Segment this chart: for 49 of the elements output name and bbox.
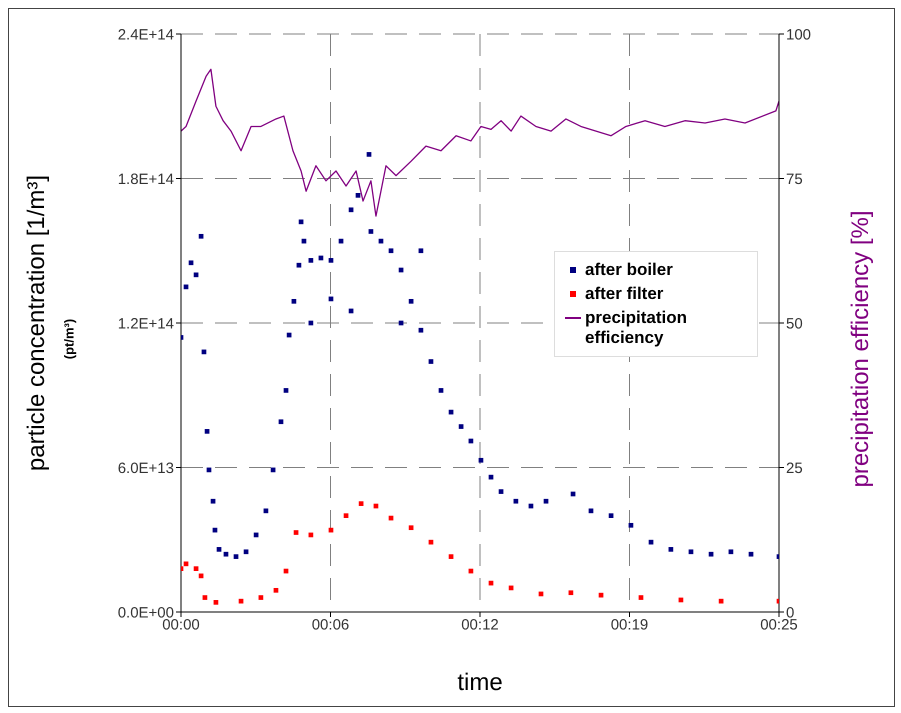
point xyxy=(408,525,414,530)
point xyxy=(638,595,644,600)
x-tick-label: 00:19 xyxy=(610,616,648,634)
point xyxy=(358,501,364,506)
point xyxy=(508,586,514,590)
x-tick-label: 00:25 xyxy=(760,616,798,634)
x-tick-label: 00:06 xyxy=(312,616,350,634)
y2-tick-label: 50 xyxy=(786,315,803,332)
point xyxy=(258,595,264,600)
point xyxy=(428,540,434,545)
point xyxy=(678,598,684,602)
point xyxy=(448,554,454,559)
x-axis-title: time xyxy=(456,669,504,697)
point xyxy=(294,530,298,535)
legend-label: after filter xyxy=(585,284,664,304)
y2-tick-label: 25 xyxy=(786,460,803,477)
point xyxy=(202,595,208,600)
point xyxy=(274,588,278,593)
line-series xyxy=(181,68,779,217)
y2-axis-title: precipitation efficiency [%] xyxy=(847,210,875,488)
point xyxy=(598,592,604,598)
point xyxy=(718,598,724,604)
legend-label: after boiler xyxy=(585,260,673,280)
point xyxy=(538,592,544,596)
point xyxy=(328,528,334,532)
point xyxy=(468,568,474,574)
point xyxy=(568,590,574,596)
y-tick-label: 2.4E+14 xyxy=(118,26,174,44)
y-tick-label: 6.0E+13 xyxy=(118,460,174,477)
point xyxy=(198,574,204,578)
point xyxy=(194,566,198,571)
y-axis-title: particle concentration [1/m³] xyxy=(23,174,51,472)
point xyxy=(344,513,348,518)
point xyxy=(374,504,378,508)
legend-label: precipitation efficiency xyxy=(585,308,688,348)
point xyxy=(388,516,394,520)
point xyxy=(488,580,494,586)
point xyxy=(184,561,188,566)
point xyxy=(308,532,314,538)
point xyxy=(238,598,244,604)
x-tick-label: 00:12 xyxy=(461,616,499,634)
text: (pt/m³) xyxy=(62,318,76,360)
y2-tick-label: 75 xyxy=(786,170,803,188)
point xyxy=(214,600,218,605)
y-tick-label: 1.8E+14 xyxy=(118,170,174,188)
point xyxy=(284,568,288,574)
y2-tick-label: 100 xyxy=(786,26,812,44)
x-tick-label: 00:00 xyxy=(162,616,200,634)
y-tick-label: 1.2E+14 xyxy=(118,315,174,332)
